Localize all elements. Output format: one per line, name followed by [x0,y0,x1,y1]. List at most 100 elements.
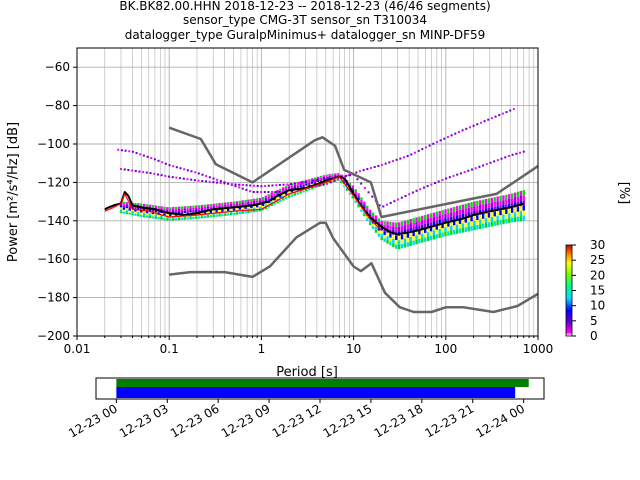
density-cell [403,220,407,226]
density-cell [470,206,473,212]
density-cell [238,207,241,210]
density-cell [502,214,505,220]
density-cell [481,199,485,205]
density-cell [448,176,451,179]
density-cell [479,214,482,220]
density-cell [182,177,185,180]
density-cell [345,188,349,191]
density-cell [377,164,380,167]
density-cell [429,231,433,236]
density-cell [119,211,123,214]
colorbar-tick-label: 15 [590,284,605,298]
density-cell [505,194,508,200]
density-cell [348,182,352,185]
density-cell [186,217,189,220]
density-cell [395,244,398,249]
density-cell [221,205,224,208]
density-cell [371,212,375,216]
density-cell [490,212,494,217]
density-cell [244,202,247,205]
density-cell [418,221,421,226]
density-cell [308,179,311,181]
density-cell [434,182,437,185]
density-cell [368,219,372,223]
density-cell [131,211,134,214]
density-cell [330,176,333,179]
density-cell [190,170,193,173]
density-cell [137,207,140,210]
x-tick-label: 0.1 [160,342,179,356]
density-cell [326,182,329,185]
x-axis-ticks: 0.01 0.1 1 10 100 1000 [64,336,553,356]
density-cell [142,154,145,157]
ppsd-plot: 0.01 0.1 1 10 100 1000 −200 −180 −160 −140 −120 −1… [6,47,553,380]
density-cell [447,217,450,223]
density-cell [279,195,282,198]
density-cell [229,201,233,205]
density-cell [131,150,134,153]
density-cell [337,178,340,181]
density-cell [331,179,334,181]
density-cell [328,177,331,179]
density-cell [357,204,360,208]
density-cell [354,200,357,203]
density-cell [177,206,181,209]
density-cell [363,186,366,189]
density-cell [249,184,252,187]
density-cell [260,191,263,193]
density-cell [151,209,155,212]
density-cell [218,209,221,213]
density-cell [435,220,438,226]
density-cell [137,214,140,217]
density-cell [464,203,467,209]
density-cell [308,184,311,187]
density-cell [409,227,412,233]
density-cell [301,181,304,184]
density-cell [351,185,354,188]
density-cell [500,157,503,160]
density-cell [467,212,470,218]
density-cell [516,191,520,197]
density-cell [450,225,453,231]
density-cell [287,184,291,187]
density-cell [299,181,302,184]
density-cell [247,201,250,205]
density-cell [438,224,441,229]
density-cell [377,227,381,231]
density-cell [282,198,285,201]
y-tick-label: −140 [37,214,70,228]
density-cell [274,191,277,193]
density-cell [122,201,126,204]
density-cell [290,185,294,188]
density-cell [435,141,438,144]
density-cell [388,161,391,164]
density-cell [316,178,320,181]
density-cell [212,203,215,206]
density-cell [299,191,302,194]
density-cell [253,184,256,187]
density-cell [137,209,140,212]
density-cell [368,212,372,215]
density-cell [341,175,344,178]
density-cell [215,205,218,208]
density-cell [418,234,421,239]
density-cell [127,168,130,171]
density-cell [150,157,153,160]
density-cell [429,226,433,232]
density-cell [409,219,412,224]
density-cell [467,221,470,227]
density-cell [284,185,288,189]
density-cell [507,154,510,157]
density-cell [505,204,508,210]
density-cell [212,205,215,209]
density-cell [189,208,192,211]
density-cell [403,243,407,248]
density-cell [380,233,383,238]
density-cell [473,220,476,226]
density-cell [383,221,386,225]
density-cell [406,155,409,158]
density-cell [331,173,334,176]
density-cell [456,173,459,176]
density-cell [479,224,482,229]
timeline-tick-label: 12-23 12 [270,401,324,440]
